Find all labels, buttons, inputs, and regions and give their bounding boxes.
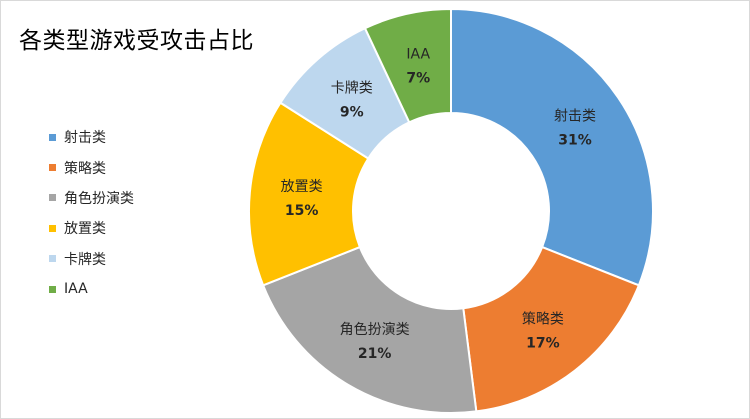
legend-item-3: 放置类: [49, 213, 189, 243]
slice-value-label: 17%: [526, 336, 560, 352]
legend-swatch: [49, 133, 56, 141]
legend-swatch: [49, 285, 56, 293]
slice-value-label: 7%: [406, 71, 430, 87]
slice-value-label: 21%: [358, 346, 392, 362]
legend-item-5: IAA: [49, 274, 189, 304]
legend-item-2: 角色扮演类: [49, 183, 189, 213]
legend-item-0: 射击类: [49, 122, 189, 152]
slice-category-label: 射击类: [554, 109, 596, 125]
donut-slice-5: [363, 7, 452, 124]
legend-swatch: [49, 255, 56, 263]
legend-label: IAA: [64, 281, 88, 298]
slice-category-label: 角色扮演类: [340, 321, 410, 338]
slice-category-label: IAA: [406, 47, 430, 63]
legend: 射击类 策略类 角色扮演类 放置类 卡牌类 IAA: [49, 122, 189, 304]
legend-item-4: 卡牌类: [49, 244, 189, 274]
slice-category-label: 卡牌类: [331, 79, 373, 96]
donut-slice-3: [248, 101, 370, 287]
slice-value-label: 31%: [558, 133, 592, 149]
legend-swatch: [49, 164, 56, 172]
legend-swatch: [49, 194, 56, 202]
legend-label: 射击类: [64, 130, 106, 147]
chart-title: 各类型游戏受攻击占比: [19, 28, 254, 54]
legend-label: 放置类: [64, 221, 106, 238]
legend-label: 卡牌类: [64, 251, 106, 268]
legend-swatch: [49, 224, 56, 232]
donut-slice-1: [462, 245, 641, 413]
donut-slice-2: [261, 245, 478, 414]
slice-value-label: 15%: [285, 203, 319, 219]
slice-category-label: 策略类: [522, 311, 564, 328]
donut-slice-0: [450, 7, 654, 287]
slice-category-label: 放置类: [281, 179, 323, 195]
slice-value-label: 9%: [340, 104, 364, 120]
legend-label: 角色扮演类: [64, 190, 134, 207]
legend-item-1: 策略类: [49, 152, 189, 182]
legend-label: 策略类: [64, 160, 106, 177]
